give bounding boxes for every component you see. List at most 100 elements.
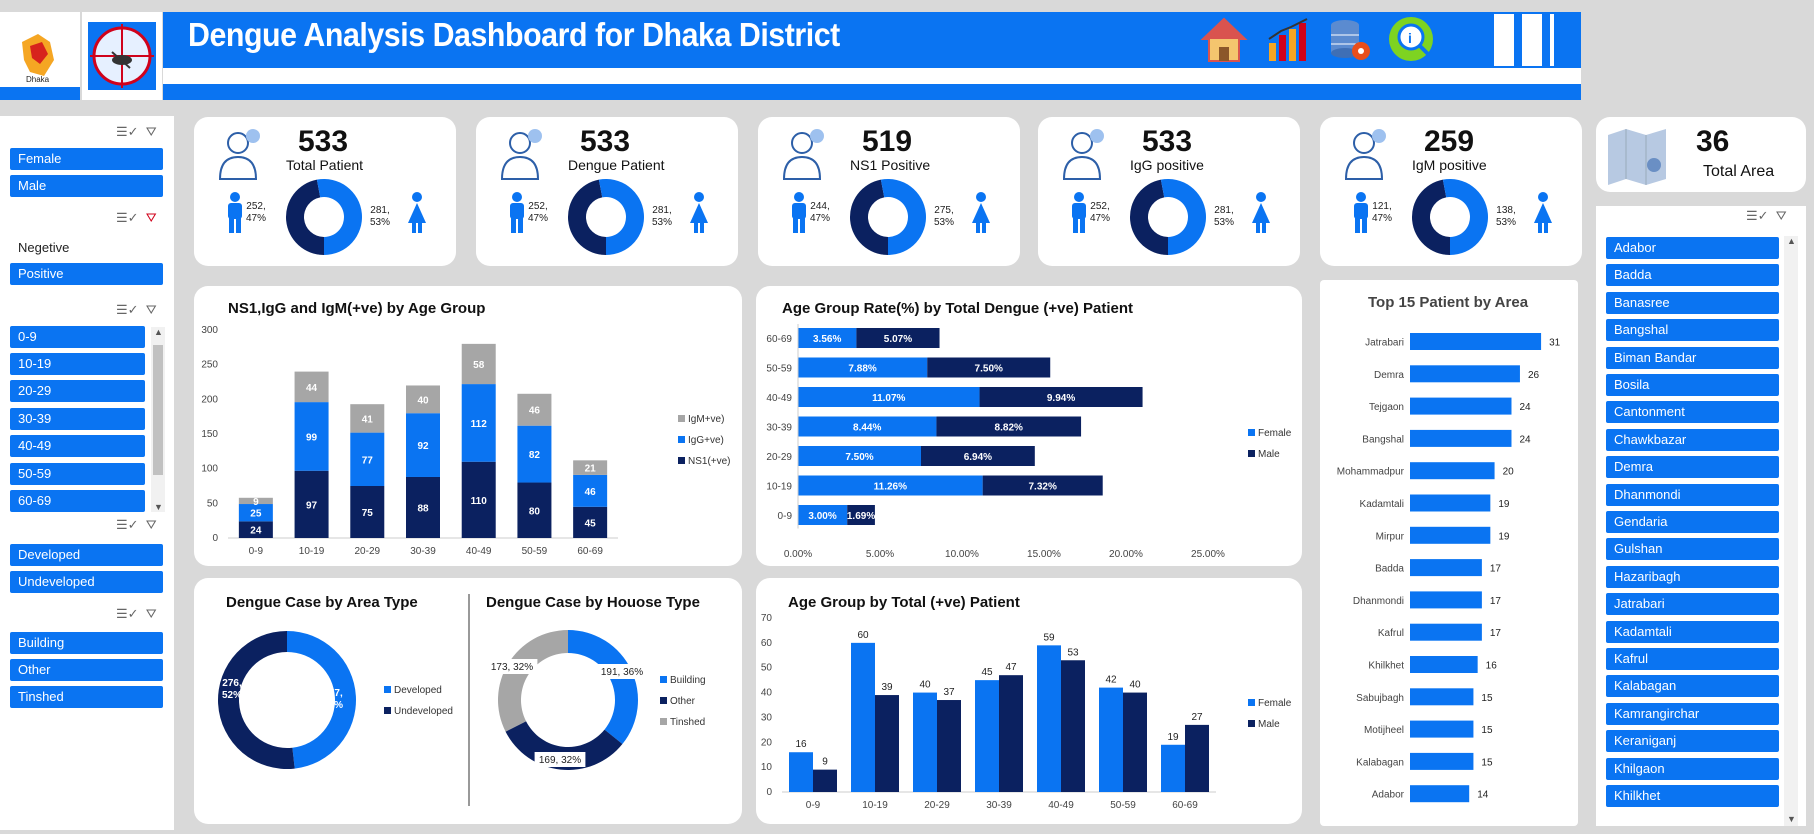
info-search-icon[interactable]: i <box>1386 14 1438 66</box>
area-slicer-item[interactable]: Bangshal <box>1606 319 1779 342</box>
scroll-down-icon[interactable]: ▼ <box>1787 814 1796 824</box>
clear-filter-icon[interactable]: ⛛ <box>145 124 157 139</box>
data-label: 11.07% <box>872 393 905 404</box>
kpi-icon <box>500 129 542 180</box>
x-tick-label: 60-69 <box>1172 800 1198 811</box>
donut-slice <box>498 630 568 732</box>
bar-segment <box>573 506 608 538</box>
data-label: 24 <box>1519 402 1531 413</box>
area-slicer-item[interactable]: Keraniganj <box>1606 730 1779 753</box>
data-label: 3.00% <box>808 511 836 522</box>
data-label: 44 <box>306 383 318 394</box>
bar <box>1410 720 1474 738</box>
slicer-result-positive[interactable]: Positive <box>10 263 163 285</box>
area-slicer-item[interactable]: Khilkhet <box>1606 785 1779 807</box>
y-tick-label: 50 <box>207 498 219 509</box>
slicer-area-developed[interactable]: Developed <box>10 544 163 566</box>
area-slicer-item[interactable]: Kadamtali <box>1606 620 1779 643</box>
multi-select-icon[interactable]: ☰✓ <box>116 210 139 225</box>
home-icon[interactable] <box>1198 14 1250 66</box>
slicer-age-30-39[interactable]: 30-39 <box>10 408 145 430</box>
area-slicer-item[interactable]: Demra <box>1606 456 1779 479</box>
data-label: 16 <box>795 739 807 750</box>
multi-select-icon[interactable]: ☰✓ <box>116 517 139 532</box>
kpi-slice <box>286 179 324 255</box>
area-slicer-item[interactable]: Chawkbazar <box>1606 428 1779 451</box>
clear-filter-icon[interactable]: ⛛ <box>145 210 157 225</box>
data-label: 3.56% <box>813 334 841 345</box>
slicer-age-40-49[interactable]: 40-49 <box>10 435 145 457</box>
data-label: 75 <box>362 508 374 519</box>
dhaka-map-icon: Dhaka <box>22 34 54 84</box>
bar <box>999 675 1023 792</box>
chart-title: Age Group by Total (+ve) Patient <box>788 594 1020 611</box>
scroll-down-icon[interactable]: ▼ <box>154 502 163 512</box>
data-label: 37 <box>943 687 955 698</box>
area-slicer-item[interactable]: Kalabagan <box>1606 675 1779 698</box>
kpi-label: IgG positive <box>1130 157 1204 173</box>
label-box <box>534 752 586 767</box>
area-slicer-item[interactable]: Gendaria <box>1606 511 1779 533</box>
slicer-area-undeveloped[interactable]: Undeveloped <box>10 571 163 593</box>
clear-filter-icon[interactable]: ⛛ <box>1775 208 1787 223</box>
area-slicer-item[interactable]: Banasree <box>1606 291 1779 314</box>
area-slicer-item[interactable]: Dhanmondi <box>1606 483 1779 506</box>
bar-segment <box>350 404 385 433</box>
area-slicer-item[interactable]: Hazaribagh <box>1606 565 1779 588</box>
area-slicer-item[interactable]: Cantonment <box>1606 401 1779 424</box>
slicer-result-negative[interactable]: Negetive <box>18 240 70 255</box>
slicer-age-10-19[interactable]: 10-19 <box>10 353 145 375</box>
data-label: 15 <box>1481 693 1493 704</box>
scroll-up-icon[interactable]: ▲ <box>1787 236 1796 246</box>
multi-select-icon[interactable]: ☰✓ <box>116 302 139 317</box>
slicer-age-60-69[interactable]: 60-69 <box>10 490 145 512</box>
kpi-value: 533 <box>298 125 349 158</box>
y-tick-label: Demra <box>1374 370 1404 381</box>
slicer-gender-male[interactable]: Male <box>10 175 163 197</box>
scroll-up-icon[interactable]: ▲ <box>154 327 163 337</box>
slicer-gender-female[interactable]: Female <box>10 148 163 170</box>
clear-filter-icon[interactable]: ⛛ <box>145 302 157 317</box>
area-slicer-item[interactable]: Bosila <box>1606 374 1779 396</box>
multi-select-icon[interactable]: ☰✓ <box>116 606 139 621</box>
house-type-donut: 191, 36% 169, 32% 173, 32% Building Other Tin… <box>486 630 706 770</box>
slicer-age-0-9[interactable]: 0-9 <box>10 326 145 348</box>
kpi-slice <box>1412 179 1450 255</box>
area-slicer-item[interactable]: Adabor <box>1606 237 1779 259</box>
label-box <box>596 664 648 679</box>
slicer-header-icons: ☰✓ ⛛ <box>116 124 166 140</box>
slicer-house-tinshed[interactable]: Tinshed <box>10 686 163 708</box>
legend-label: Female <box>1258 698 1292 709</box>
area-slicer-item[interactable]: Kafrul <box>1606 648 1779 670</box>
slicer-house-other[interactable]: Other <box>10 659 163 681</box>
slicer-house-building[interactable]: Building <box>10 632 163 654</box>
scroll-thumb[interactable] <box>153 345 163 475</box>
bar-chart-icon[interactable] <box>1262 14 1314 66</box>
age-slicer-scrollbar[interactable]: ▲ ▼ <box>151 327 165 512</box>
clear-filter-icon[interactable]: ⛛ <box>145 517 157 532</box>
x-tick-label: 0-9 <box>249 546 264 557</box>
data-label: 40 <box>1129 680 1141 691</box>
legend-swatch <box>1248 450 1255 457</box>
area-slicer-item[interactable]: Khilgaon <box>1606 757 1779 780</box>
area-scrollbar[interactable]: ▲ ▼ <box>1784 236 1798 826</box>
legend-swatch <box>384 707 391 714</box>
data-label: 110 <box>471 496 488 507</box>
area-slicer-item[interactable]: Kamrangirchar <box>1606 702 1779 725</box>
bar-segment <box>350 486 385 538</box>
data-label: 26 <box>1528 370 1540 381</box>
area-slicer-item[interactable]: Gulshan <box>1606 538 1779 561</box>
area-slicer-item[interactable]: Badda <box>1606 264 1779 287</box>
clear-filter-icon[interactable]: ⛛ <box>145 606 157 621</box>
kpi-label: IgM positive <box>1412 157 1487 173</box>
multi-select-icon[interactable]: ☰✓ <box>116 124 139 139</box>
data-label: 40 <box>919 680 931 691</box>
data-label: 7.50% <box>845 452 873 463</box>
slicer-age-20-29[interactable]: 20-29 <box>10 380 145 402</box>
area-slicer-item[interactable]: Biman Bandar <box>1606 346 1779 369</box>
slicer-age-50-59[interactable]: 50-59 <box>10 463 145 485</box>
bar <box>1410 397 1512 415</box>
database-gear-icon[interactable] <box>1324 14 1376 66</box>
area-slicer-item[interactable]: Jatrabari <box>1606 593 1779 616</box>
multi-select-icon[interactable]: ☰✓ <box>1746 208 1769 223</box>
